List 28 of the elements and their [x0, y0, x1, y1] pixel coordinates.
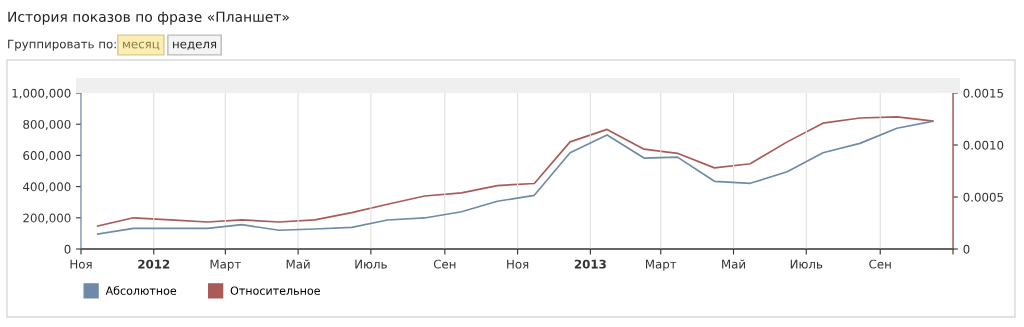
x-tick-label: Июль	[355, 259, 387, 269]
y-tick-label: 1,000,000	[12, 88, 71, 99]
y2-tick-label: 0.0005	[963, 192, 1003, 202]
x-tick-label: Май	[286, 259, 310, 269]
x-tick-label: Сен	[433, 259, 456, 269]
x-tick-label: 2013	[574, 259, 606, 269]
y-tick-label: 600,000	[23, 151, 71, 162]
x-tick-label: Март	[210, 259, 241, 271]
y-tick-label: 400,000	[23, 182, 71, 193]
y2-tick-label: 0	[963, 244, 970, 254]
x-tick-label: Ноя	[507, 259, 529, 269]
y-tick-label: 800,000	[23, 119, 71, 131]
x-tick-label: 2012	[138, 259, 170, 269]
y2-tick-label: 0.0010	[963, 140, 1004, 150]
y-tick-label: 200,000	[23, 213, 71, 224]
x-tick-label: Сен	[869, 259, 891, 269]
text: месяц	[123, 41, 160, 50]
x-tick-label: Март	[646, 259, 677, 271]
legend-label: Абсолютное	[105, 286, 177, 295]
text: Группировать по:	[8, 39, 116, 51]
legend-label: Относительное	[230, 286, 320, 295]
x-tick-label: Июль	[790, 259, 823, 269]
x-tick-label: Май	[722, 259, 745, 269]
y-tick-label: 0	[64, 244, 71, 254]
chart-title: История показов по фразе «Планшет»	[8, 11, 289, 25]
text: неделя	[173, 41, 217, 50]
x-tick-label: Ноя	[70, 259, 92, 269]
y2-tick-label: 0.0015	[963, 88, 1003, 98]
